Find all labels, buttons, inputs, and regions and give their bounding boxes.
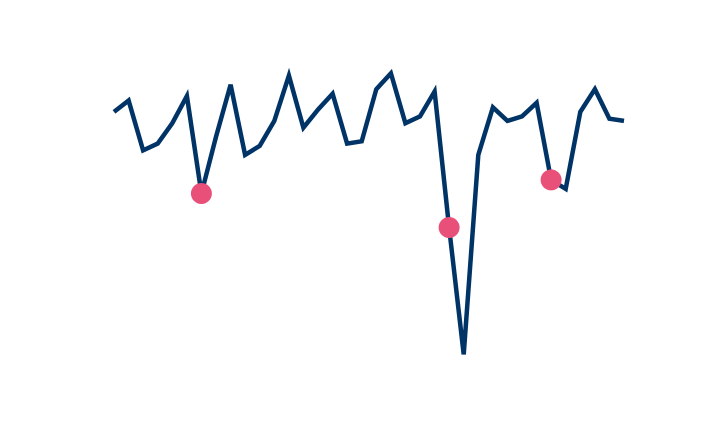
- highlight-point: [190, 183, 212, 204]
- highlight-point: [438, 217, 460, 238]
- series-line: [112, 67, 625, 355]
- highlight-point: [540, 169, 562, 191]
- highlight-points: [190, 169, 562, 238]
